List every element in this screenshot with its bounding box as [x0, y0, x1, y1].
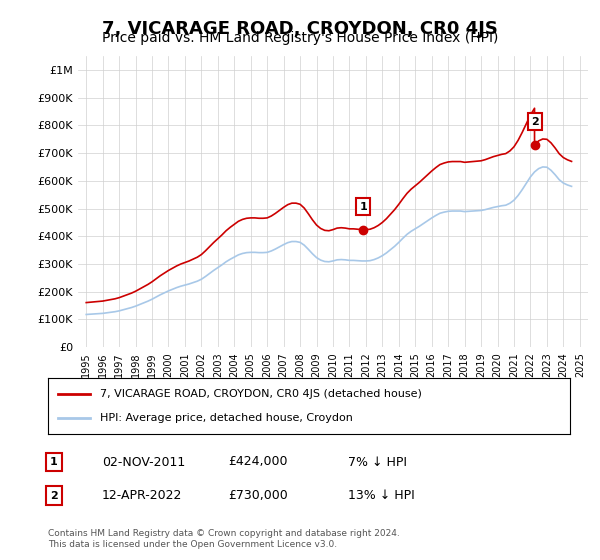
- Text: 1: 1: [359, 202, 367, 212]
- Text: 2: 2: [531, 116, 539, 127]
- Text: 2: 2: [50, 491, 58, 501]
- Text: HPI: Average price, detached house, Croydon: HPI: Average price, detached house, Croy…: [100, 413, 353, 423]
- Text: 02-NOV-2011: 02-NOV-2011: [102, 455, 185, 469]
- Text: 7% ↓ HPI: 7% ↓ HPI: [348, 455, 407, 469]
- Text: 7, VICARAGE ROAD, CROYDON, CR0 4JS: 7, VICARAGE ROAD, CROYDON, CR0 4JS: [102, 20, 498, 38]
- Text: £730,000: £730,000: [228, 489, 288, 502]
- Text: Contains HM Land Registry data © Crown copyright and database right 2024.
This d: Contains HM Land Registry data © Crown c…: [48, 529, 400, 549]
- Text: 13% ↓ HPI: 13% ↓ HPI: [348, 489, 415, 502]
- Text: 7, VICARAGE ROAD, CROYDON, CR0 4JS (detached house): 7, VICARAGE ROAD, CROYDON, CR0 4JS (deta…: [100, 389, 422, 399]
- Text: £424,000: £424,000: [228, 455, 287, 469]
- Text: Price paid vs. HM Land Registry's House Price Index (HPI): Price paid vs. HM Land Registry's House …: [102, 31, 498, 45]
- Text: 1: 1: [50, 457, 58, 467]
- Text: 12-APR-2022: 12-APR-2022: [102, 489, 182, 502]
